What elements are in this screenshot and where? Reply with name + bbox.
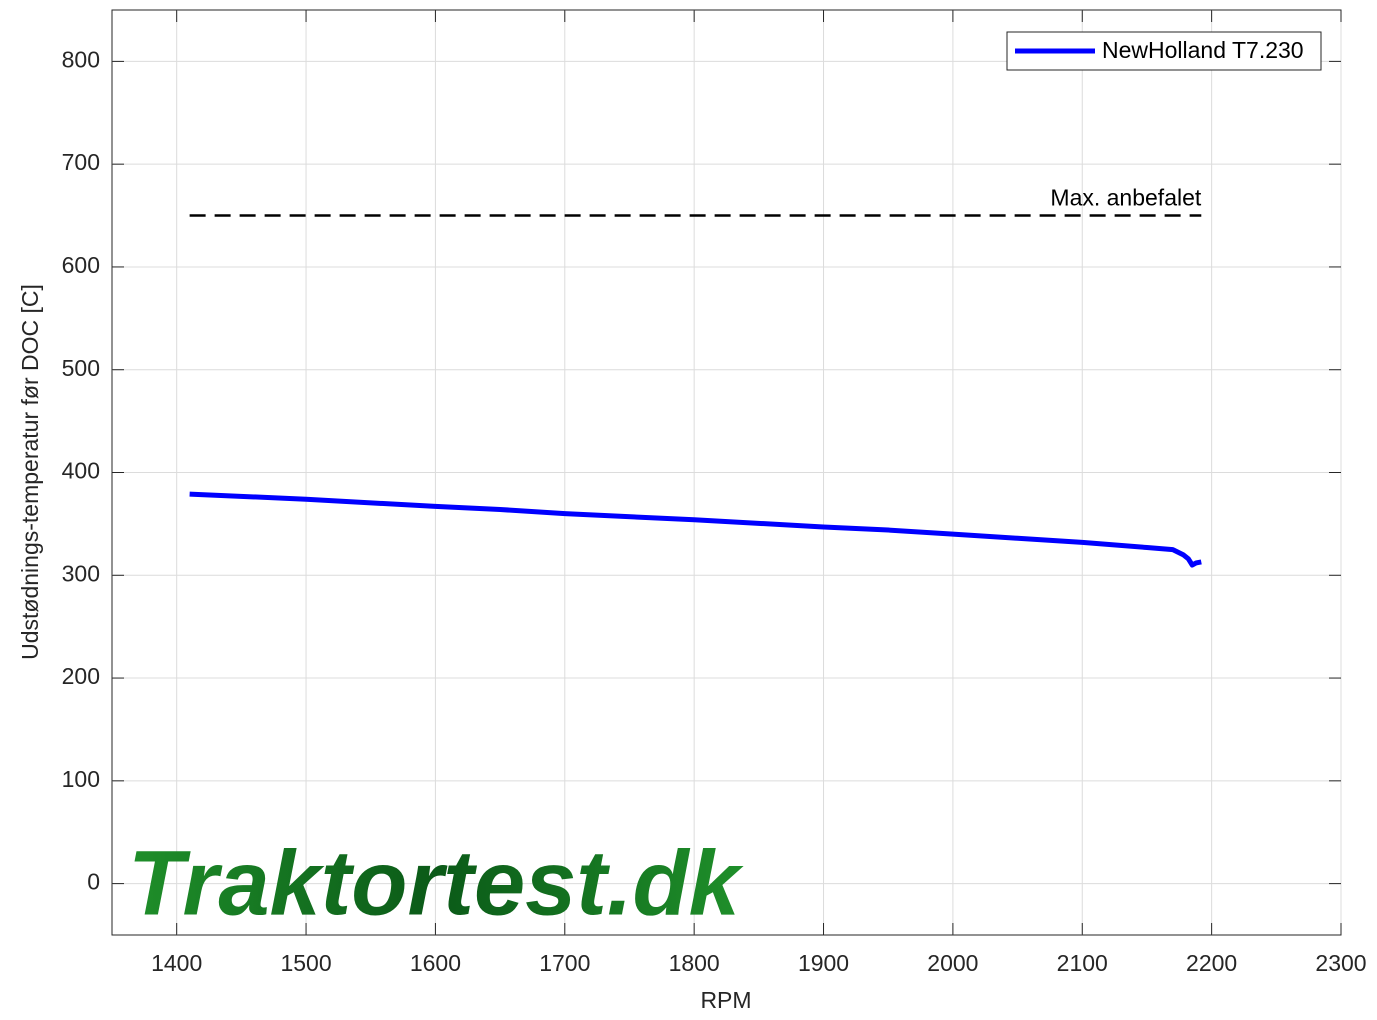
- reference-label: Max. anbefalet: [1050, 185, 1201, 211]
- y-label: Udstødnings-temperatur før DOC [C]: [17, 284, 43, 660]
- x-tick-label: 1700: [539, 950, 590, 976]
- y-tick-label: 300: [62, 560, 100, 586]
- y-tick-label: 500: [62, 355, 100, 381]
- x-label: RPM: [700, 987, 751, 1013]
- line: [189, 491, 1202, 568]
- x-tick-label: 2200: [1186, 950, 1237, 976]
- legend-label: NewHolland T7.230: [1102, 37, 1304, 63]
- y-tick-label: 100: [62, 766, 100, 792]
- x-tick-label: 1800: [669, 950, 720, 976]
- x-tick-label: 1600: [410, 950, 461, 976]
- y-tick-label: 600: [62, 252, 100, 278]
- watermark: Traktortest.dk: [128, 832, 744, 934]
- x-tick-label: 2100: [1057, 950, 1108, 976]
- y-tick-label: 700: [62, 149, 100, 175]
- y-tick-label: 400: [62, 458, 100, 484]
- x-tick-label: 1500: [280, 950, 331, 976]
- y-tick-label: 0: [87, 869, 100, 895]
- y-tick-label: 200: [62, 663, 100, 689]
- x-tick-label: 2300: [1315, 950, 1366, 976]
- x-tick-label: 1400: [151, 950, 202, 976]
- x-tick-label: 2000: [927, 950, 978, 976]
- x-tick-label: 1900: [798, 950, 849, 976]
- y-tick-label: 800: [62, 46, 100, 72]
